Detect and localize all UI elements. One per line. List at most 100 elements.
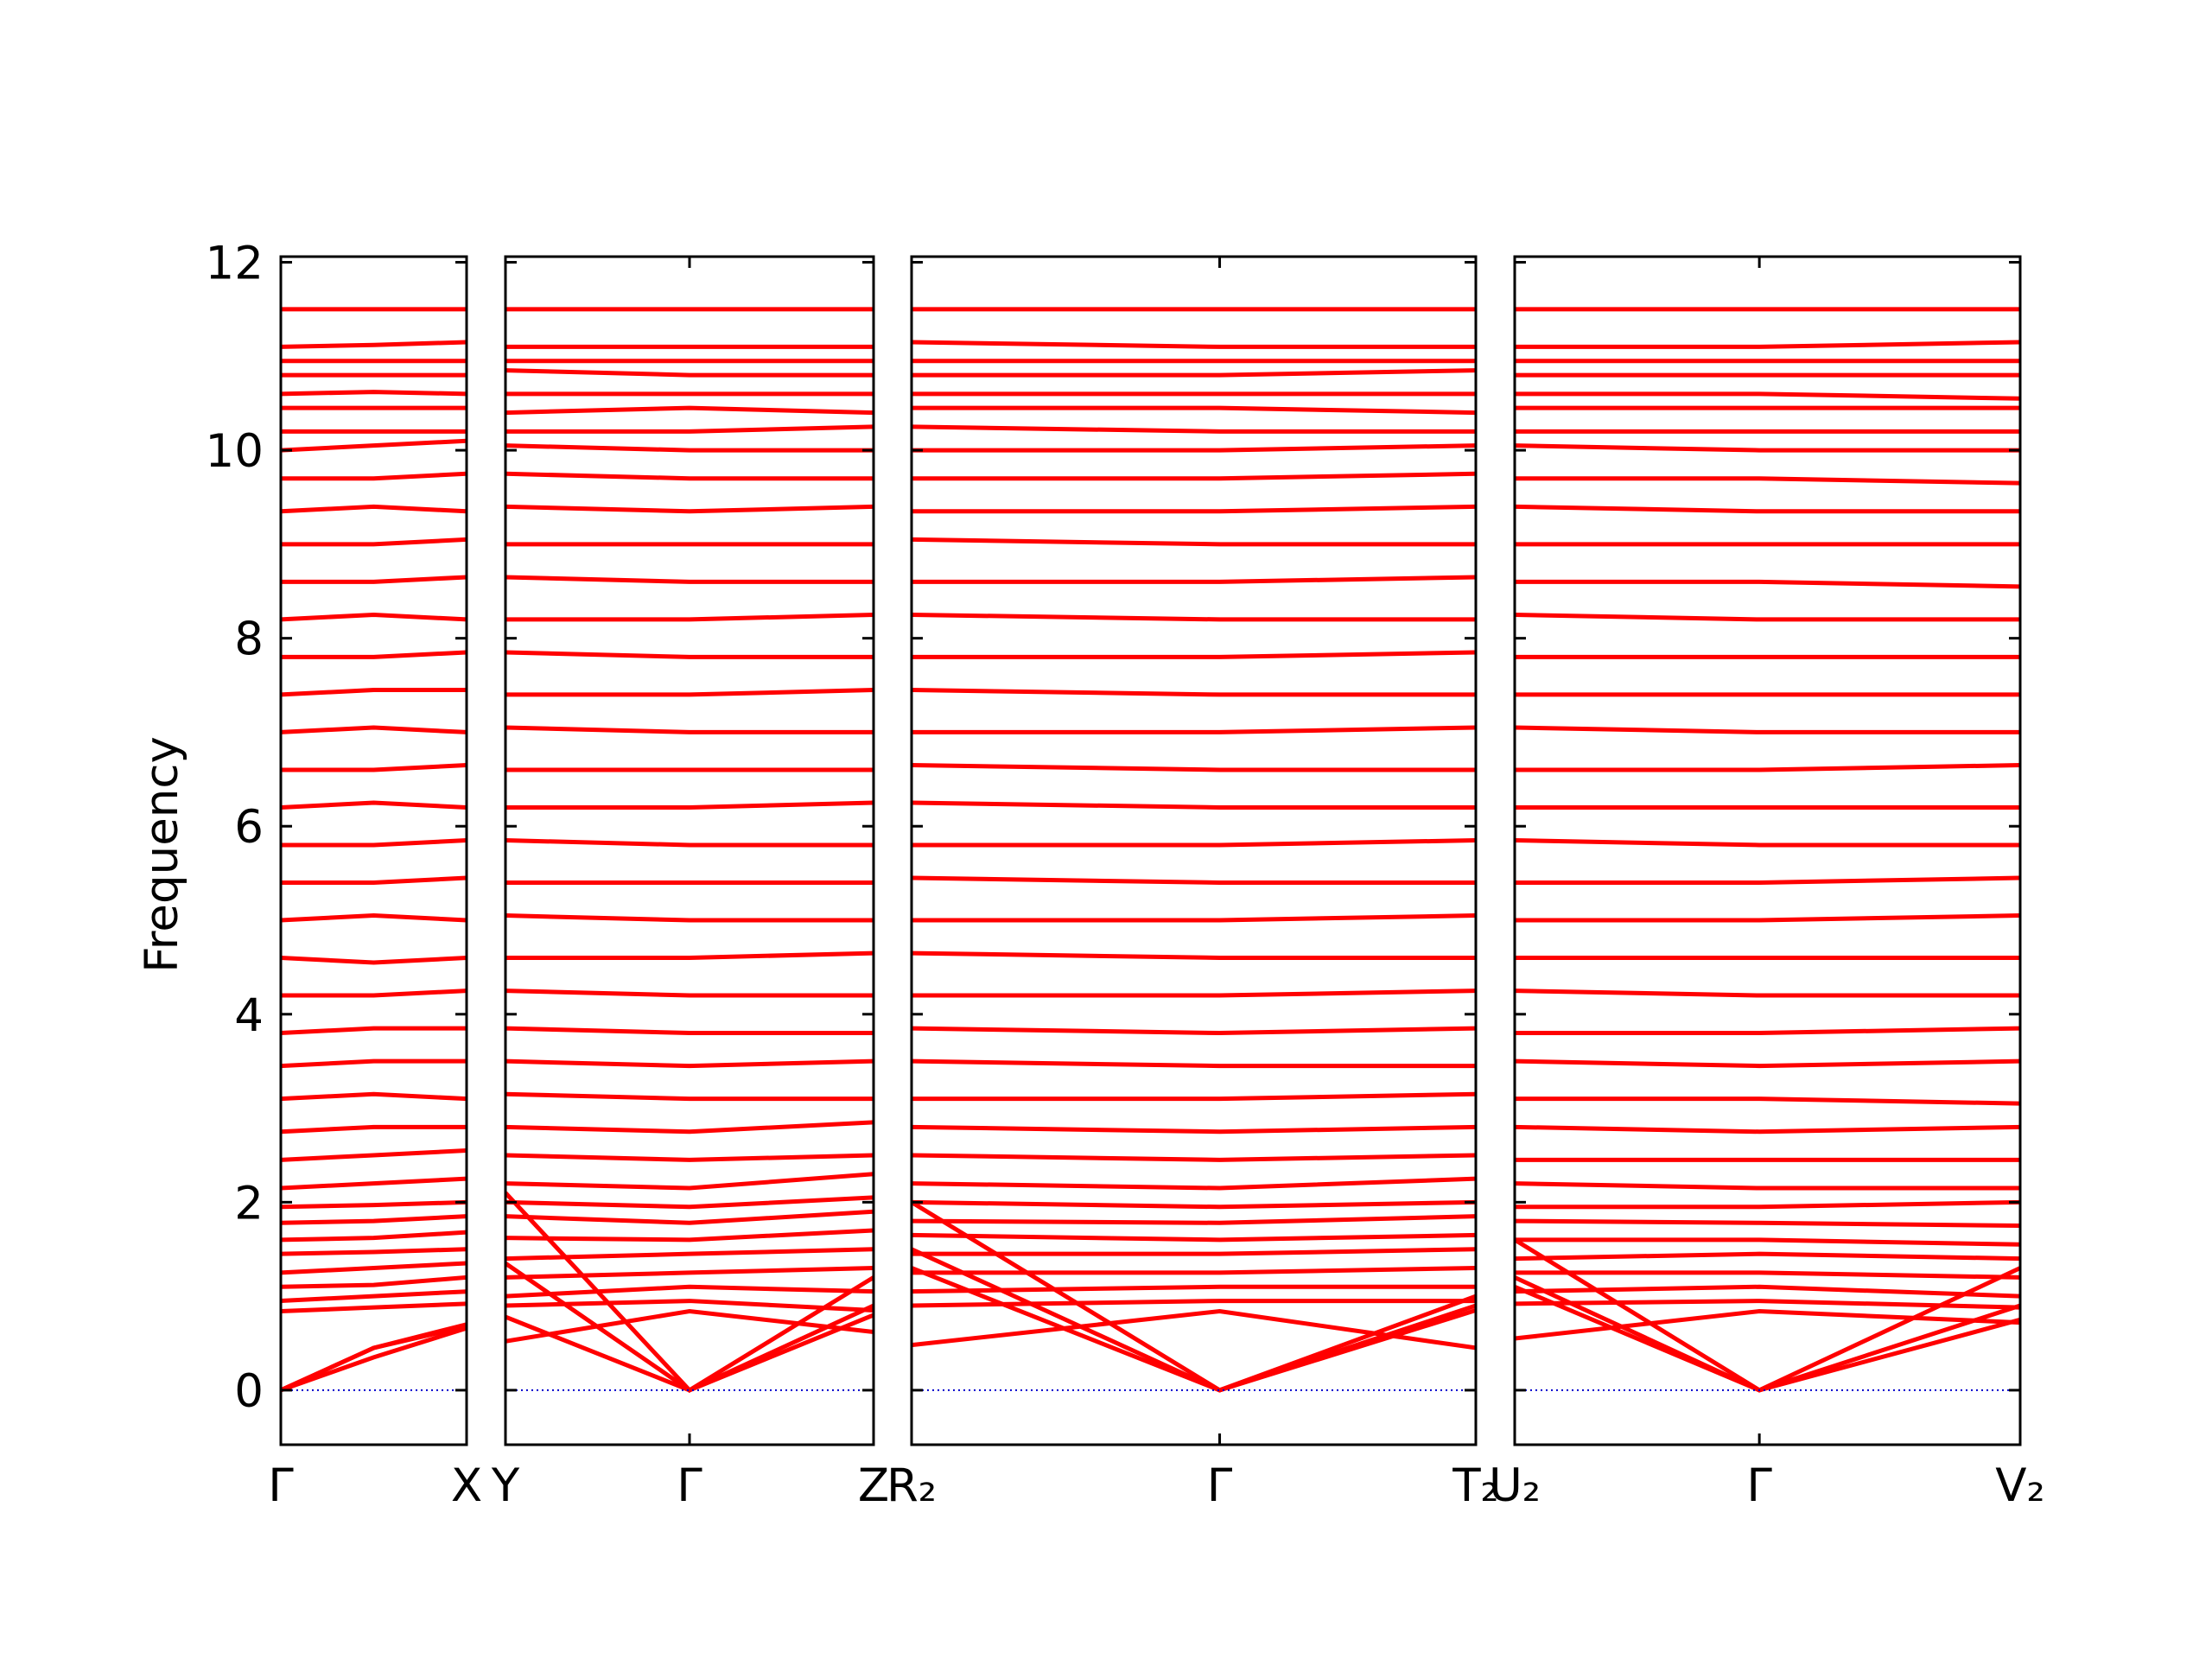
band: [281, 612, 467, 622]
band: [1515, 725, 2020, 734]
band: [1515, 1237, 2020, 1247]
band: [505, 424, 874, 434]
band: [505, 800, 874, 810]
band: [505, 1058, 874, 1069]
band: [281, 1176, 467, 1191]
band: [505, 1120, 874, 1135]
x-tick-label: T₂: [1452, 1459, 1499, 1512]
band: [912, 950, 1476, 961]
band: [912, 368, 1476, 378]
band: [1515, 391, 2020, 401]
band: [281, 1289, 467, 1304]
band: [281, 988, 467, 998]
band: [1515, 1309, 2020, 1341]
band: [281, 725, 467, 734]
band: [1515, 1284, 2020, 1299]
band: [912, 1284, 1476, 1294]
band: [281, 390, 467, 397]
band: [1515, 1251, 2020, 1262]
band: [1515, 1096, 2020, 1106]
band: [505, 1091, 874, 1102]
x-tick-label: V₂: [1995, 1459, 2045, 1512]
band: [505, 950, 874, 961]
x-tick-label: Y: [491, 1459, 520, 1512]
x-tick-label: Γ: [1207, 1459, 1233, 1512]
band: [912, 1200, 1476, 1393]
band: [505, 405, 874, 416]
band: [1515, 1026, 2020, 1036]
band: [505, 1026, 874, 1036]
y-tick-label: 12: [206, 238, 264, 290]
band: [912, 650, 1476, 659]
band: [505, 1172, 874, 1191]
band: [281, 471, 467, 481]
y-tick-label: 2: [234, 1177, 264, 1230]
band: [281, 1324, 467, 1393]
y-tick-label: 4: [234, 989, 264, 1042]
band: [505, 913, 874, 923]
band: [281, 1261, 467, 1275]
band: [1515, 763, 2020, 772]
band: [912, 537, 1476, 547]
band: [1515, 1181, 2020, 1191]
band: [1515, 1218, 2020, 1229]
band: [912, 1026, 1476, 1036]
x-tick-label: Γ: [268, 1459, 294, 1512]
band: [505, 575, 874, 584]
band: [505, 1195, 874, 1210]
band: [505, 687, 874, 697]
band: [912, 988, 1476, 998]
band: [912, 443, 1476, 453]
band: [1515, 1199, 2020, 1210]
band: [281, 913, 467, 923]
band: [1515, 1058, 2020, 1069]
band: [912, 687, 1476, 697]
band: [281, 575, 467, 584]
band: [1515, 913, 2020, 923]
band: [1515, 1237, 2020, 1393]
band: [912, 838, 1476, 848]
band: [281, 800, 467, 810]
panel-frame: [910, 255, 1478, 1446]
band: [505, 1284, 874, 1299]
band: [505, 838, 874, 848]
band: [912, 405, 1476, 416]
band: [281, 838, 467, 848]
band: [912, 1176, 1476, 1191]
band: [1515, 612, 2020, 622]
band: [1515, 579, 2020, 589]
band: [912, 575, 1476, 584]
band: [281, 438, 467, 453]
band: [281, 1230, 467, 1243]
band: [1515, 1124, 2020, 1135]
band: [281, 1214, 467, 1225]
band: [505, 988, 874, 998]
band: [1515, 476, 2020, 486]
band: [281, 1274, 467, 1289]
band: [1515, 838, 2020, 848]
band: [281, 1026, 467, 1036]
x-tick-label: Z: [858, 1459, 889, 1512]
band: [1515, 340, 2020, 349]
band: [281, 340, 467, 349]
x-tick-label: Γ: [677, 1459, 702, 1512]
band: [912, 800, 1476, 810]
band: [912, 1091, 1476, 1102]
band: [1515, 504, 2020, 514]
band: [505, 1153, 874, 1162]
y-tick-label: 6: [234, 801, 264, 854]
band: [912, 1199, 1476, 1210]
band: [912, 725, 1476, 734]
band: [1515, 443, 2020, 453]
band: [505, 471, 874, 481]
band: [505, 650, 874, 659]
band: [912, 1058, 1476, 1069]
x-tick-label: R₂: [887, 1459, 937, 1512]
band: [505, 1309, 874, 1344]
band: [281, 504, 467, 514]
band: [505, 504, 874, 514]
panel-frame: [504, 255, 875, 1446]
y-tick-label: 10: [206, 425, 264, 478]
band: [912, 612, 1476, 622]
